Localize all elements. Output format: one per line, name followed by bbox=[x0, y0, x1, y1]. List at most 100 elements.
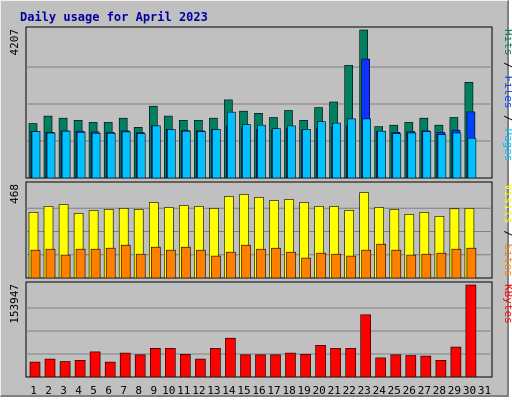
bar-kbytes bbox=[210, 347, 221, 378]
x-tick-label: 15 bbox=[237, 384, 250, 397]
bar-kbytes bbox=[315, 344, 326, 378]
bar-kbytes bbox=[225, 337, 236, 378]
bar-sites bbox=[256, 248, 266, 279]
x-tick-label: 3 bbox=[60, 384, 67, 397]
y-max-label: 468 bbox=[8, 184, 21, 204]
bar-pages bbox=[332, 122, 341, 179]
x-tick-label: 16 bbox=[252, 384, 265, 397]
x-tick-label: 22 bbox=[343, 384, 356, 397]
x-tick-label: 10 bbox=[162, 384, 175, 397]
bar-kbytes bbox=[270, 354, 281, 378]
bar-pages bbox=[437, 134, 447, 179]
bar-sites bbox=[451, 248, 462, 279]
x-tick-label: 9 bbox=[150, 384, 157, 397]
panel-3: 153947 KBytes bbox=[8, 281, 512, 378]
bar-sites bbox=[301, 257, 311, 279]
bar-pages bbox=[392, 133, 402, 179]
x-tick-label: 6 bbox=[105, 384, 112, 397]
bar-pages bbox=[152, 125, 161, 179]
bar-sites bbox=[346, 255, 357, 279]
bar-kbytes bbox=[89, 351, 101, 378]
x-tick-label: 5 bbox=[90, 384, 97, 397]
x-tick-label: 4 bbox=[75, 384, 82, 397]
x-tick-label: 18 bbox=[282, 384, 295, 397]
bar-kbytes bbox=[405, 355, 417, 378]
bar-kbytes bbox=[240, 354, 251, 378]
legend-entry: / bbox=[502, 224, 512, 244]
bar-kbytes bbox=[59, 361, 71, 378]
x-tick-label: 25 bbox=[388, 384, 401, 397]
bar-sites bbox=[271, 247, 281, 279]
bar-kbytes bbox=[390, 354, 402, 378]
x-tick-label: 20 bbox=[312, 384, 325, 397]
bar-kbytes bbox=[255, 354, 266, 378]
y-max-label: 4207 bbox=[8, 29, 21, 56]
x-tick-label: 24 bbox=[373, 384, 387, 397]
x-tick-label: 2 bbox=[45, 384, 52, 397]
bar-kbytes bbox=[300, 353, 311, 378]
bar-pages bbox=[136, 133, 146, 179]
bar-kbytes bbox=[150, 347, 161, 378]
bar-pages bbox=[167, 129, 176, 179]
x-tick-label: 11 bbox=[177, 384, 190, 397]
bar-kbytes bbox=[195, 358, 206, 378]
x-tick-label: 23 bbox=[358, 384, 371, 397]
bar-kbytes bbox=[165, 347, 176, 378]
bar-pages bbox=[302, 129, 311, 179]
bar-sites bbox=[120, 244, 131, 279]
bar-pages bbox=[452, 132, 462, 179]
legend-entry: Visits bbox=[502, 184, 512, 224]
x-tick-label: 1 bbox=[30, 384, 37, 397]
x-tick-label: 12 bbox=[192, 384, 205, 397]
x-tick-label: 31 bbox=[478, 384, 491, 397]
bar-pages bbox=[362, 118, 372, 179]
bar-kbytes bbox=[180, 353, 191, 378]
bar-sites bbox=[391, 249, 402, 279]
bar-sites bbox=[105, 247, 116, 279]
bar-sites bbox=[421, 253, 432, 279]
bar-pages bbox=[272, 128, 281, 179]
bar-sites bbox=[376, 243, 387, 279]
x-axis-labels: 1 2 3 4 5 6 7 8 9 10 11 12 13 14 15 16 17 18 19 20 21 22 23 24 2… bbox=[30, 384, 491, 397]
bar-kbytes bbox=[360, 314, 372, 378]
bar-sites bbox=[181, 246, 191, 279]
legend-entry: Files bbox=[502, 75, 512, 108]
bar-sites bbox=[30, 249, 41, 279]
bar-pages bbox=[227, 111, 236, 179]
legend-entry: / bbox=[502, 56, 512, 76]
bar-sites bbox=[211, 255, 221, 279]
x-tick-label: 27 bbox=[418, 384, 431, 397]
bar-sites bbox=[241, 244, 251, 279]
bar-kbytes bbox=[435, 359, 447, 378]
x-tick-label: 8 bbox=[135, 384, 142, 397]
bar-pages bbox=[46, 132, 56, 179]
bar-pages bbox=[287, 125, 296, 179]
bar-pages bbox=[317, 121, 326, 179]
bar-pages bbox=[242, 124, 251, 179]
bar-pages bbox=[212, 129, 221, 179]
bar-kbytes bbox=[104, 361, 116, 378]
bar-sites bbox=[60, 254, 71, 279]
x-tick-label: 21 bbox=[328, 384, 341, 397]
bar-sites bbox=[436, 252, 447, 279]
bar-sites bbox=[331, 253, 341, 279]
legend-entry: KBytes bbox=[502, 284, 512, 324]
bar-pages bbox=[407, 132, 417, 179]
bar-pages bbox=[31, 131, 41, 179]
bar-sites bbox=[135, 253, 146, 279]
panel-1: 4207 Hits / Files / Pages bbox=[8, 26, 512, 179]
chart-title: Daily usage for April 2023 bbox=[20, 10, 208, 24]
x-tick-label: 7 bbox=[120, 384, 127, 397]
x-tick-label: 13 bbox=[207, 384, 220, 397]
x-tick-label: 17 bbox=[267, 384, 280, 397]
bar-pages bbox=[347, 118, 357, 179]
bar-pages bbox=[121, 131, 131, 179]
bar-kbytes bbox=[420, 355, 432, 378]
bar-kbytes bbox=[285, 352, 296, 378]
x-tick-label: 26 bbox=[403, 384, 416, 397]
bar-sites bbox=[166, 249, 176, 279]
bar-pages bbox=[377, 130, 387, 179]
bar-pages bbox=[76, 132, 86, 179]
